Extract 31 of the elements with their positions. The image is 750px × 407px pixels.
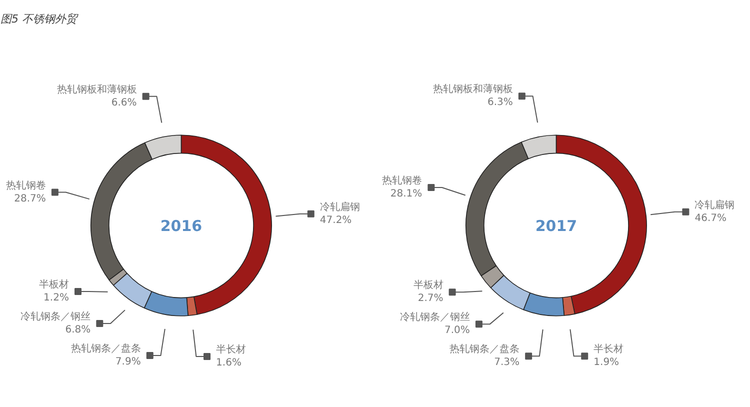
slice-label: 冷轧扁钢: [694, 198, 735, 211]
slice-label: 半长材: [594, 343, 624, 356]
data-label: 1.9%: [594, 357, 620, 368]
legend-label: 热轧钢卷: [382, 174, 422, 186]
data-label: 46.7%: [694, 212, 727, 224]
data-label: 6.6%: [111, 97, 137, 108]
slice-label: 冷轧钢条／钢丝: [20, 310, 91, 323]
slice-label: 热轧钢条／盘条: [70, 342, 141, 355]
data-label: 7.3%: [494, 357, 520, 368]
data-label: 28.1%: [390, 188, 422, 200]
slice-label: 热轧钢板和薄钢板: [432, 83, 513, 96]
data-label: 7.0%: [444, 325, 470, 336]
text: 2016: [160, 217, 202, 235]
slice-label: 冷轧扁钢: [320, 200, 360, 213]
data-label: 1.2%: [44, 292, 69, 304]
data-label: 2.7%: [418, 293, 444, 304]
slice-label: 半长材: [216, 343, 246, 356]
slice-label: 半板材: [413, 279, 444, 292]
data-label: 6.8%: [65, 324, 91, 336]
slice-label: 冷轧钢条／钢丝: [400, 311, 470, 324]
data-label: 1.6%: [216, 357, 242, 368]
data-label: 7.9%: [115, 356, 141, 368]
data-label: 28.7%: [14, 193, 46, 204]
slice-label: 热轧钢板和薄钢板: [56, 83, 137, 96]
data-label: 6.3%: [487, 97, 513, 108]
chart-title: 图5 不锈钢外贸: [0, 12, 79, 26]
data-label: 47.2%: [320, 214, 352, 226]
slice-label: 热轧钢条／盘条: [450, 343, 520, 356]
slice-label: 半板材: [38, 278, 69, 291]
text: 2017: [535, 217, 578, 235]
legend-label: 热轧钢卷: [6, 179, 46, 192]
